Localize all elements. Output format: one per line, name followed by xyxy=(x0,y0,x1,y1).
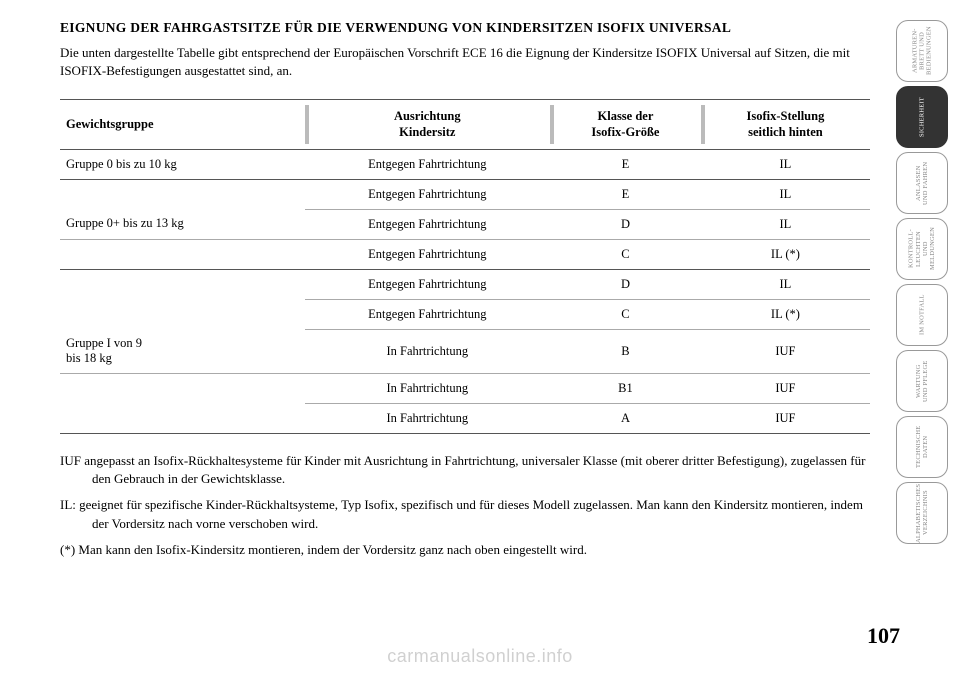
note-star: (*) Man kann den Isofix-Kindersitz monti… xyxy=(60,541,870,559)
page-heading: EIGNUNG DER FAHRGASTSITZE FÜR DIE VERWEN… xyxy=(60,20,870,36)
cell-position: IUF xyxy=(701,404,870,434)
cell-group xyxy=(60,239,305,269)
cell-class: C xyxy=(550,239,701,269)
cell-class: E xyxy=(550,149,701,179)
table-row: Gruppe 0 bis zu 10 kgEntgegen Fahrtricht… xyxy=(60,149,870,179)
header-klasse: Klasse der Isofix-Größe xyxy=(550,100,701,150)
side-tab[interactable]: WARTUNG UND PFLEGE xyxy=(896,350,948,412)
cell-direction: Entgegen Fahrtrichtung xyxy=(305,149,551,179)
table-row: In FahrtrichtungAIUF xyxy=(60,404,870,434)
page-container: EIGNUNG DER FAHRGASTSITZE FÜR DIE VERWEN… xyxy=(0,0,960,677)
intro-paragraph: Die unten dargestellte Tabelle gibt ents… xyxy=(60,44,870,79)
cell-position: IL (*) xyxy=(701,239,870,269)
cell-class: E xyxy=(550,179,701,209)
header-ausrichtung: Ausrichtung Kindersitz xyxy=(305,100,551,150)
cell-position: IL xyxy=(701,269,870,299)
side-tab[interactable]: ANLASSEN UND FAHREN xyxy=(896,152,948,214)
table-row: Entgegen FahrtrichtungCIL (*) xyxy=(60,239,870,269)
side-tab[interactable]: ARMATUREN- BRETT UND BEDIENUNGEN xyxy=(896,20,948,82)
cell-class: B1 xyxy=(550,374,701,404)
table-header-row: Gewichtsgruppe Ausrichtung Kindersitz Kl… xyxy=(60,100,870,150)
cell-position: IL xyxy=(701,149,870,179)
side-tab[interactable]: ALPHABETISCHES VERZEICHNIS xyxy=(896,482,948,544)
cell-position: IL xyxy=(701,179,870,209)
cell-direction: In Fahrtrichtung xyxy=(305,329,551,374)
side-tab[interactable]: TECHNISCHE DATEN xyxy=(896,416,948,478)
isofix-table: Gewichtsgruppe Ausrichtung Kindersitz Kl… xyxy=(60,99,870,434)
cell-group: Gruppe 0+ bis zu 13 kg xyxy=(60,209,305,239)
table-row: Gruppe I von 9bis 18 kgIn FahrtrichtungB… xyxy=(60,329,870,374)
cell-group xyxy=(60,179,305,209)
note-iuf: IUF angepasst an Isofix-Rückhaltesysteme… xyxy=(60,452,870,488)
table-row: Entgegen FahrtrichtungDIL xyxy=(60,269,870,299)
cell-direction: Entgegen Fahrtrichtung xyxy=(305,179,551,209)
header-stellung: Isofix-Stellung seitlich hinten xyxy=(701,100,870,150)
page-number: 107 xyxy=(867,623,900,649)
table-row: Gruppe 0+ bis zu 13 kgEntgegen Fahrtrich… xyxy=(60,209,870,239)
cell-direction: Entgegen Fahrtrichtung xyxy=(305,269,551,299)
cell-group: Gruppe 0 bis zu 10 kg xyxy=(60,149,305,179)
cell-group xyxy=(60,374,305,404)
side-tabs: ARMATUREN- BRETT UND BEDIENUNGENSICHERHE… xyxy=(896,20,948,544)
side-tab[interactable]: KONTROLL- LEUCHTEN UND MELDUNGEN xyxy=(896,218,948,280)
cell-class: D xyxy=(550,209,701,239)
cell-class: D xyxy=(550,269,701,299)
cell-group: Gruppe I von 9bis 18 kg xyxy=(60,329,305,374)
cell-group xyxy=(60,269,305,299)
table-row: Entgegen FahrtrichtungCIL (*) xyxy=(60,299,870,329)
cell-position: IUF xyxy=(701,329,870,374)
cell-direction: In Fahrtrichtung xyxy=(305,374,551,404)
cell-class: A xyxy=(550,404,701,434)
cell-position: IUF xyxy=(701,374,870,404)
table-row: Entgegen FahrtrichtungEIL xyxy=(60,179,870,209)
cell-direction: In Fahrtrichtung xyxy=(305,404,551,434)
cell-direction: Entgegen Fahrtrichtung xyxy=(305,239,551,269)
header-gewichtsgruppe: Gewichtsgruppe xyxy=(60,100,305,150)
cell-direction: Entgegen Fahrtrichtung xyxy=(305,209,551,239)
cell-direction: Entgegen Fahrtrichtung xyxy=(305,299,551,329)
table-row: In FahrtrichtungB1IUF xyxy=(60,374,870,404)
side-tab[interactable]: IM NOTFALL xyxy=(896,284,948,346)
note-il: IL: geeignet für spezifische Kinder-Rück… xyxy=(60,496,870,532)
cell-position: IL xyxy=(701,209,870,239)
cell-position: IL (*) xyxy=(701,299,870,329)
watermark: carmanualsonline.info xyxy=(387,646,573,667)
notes-section: IUF angepasst an Isofix-Rückhaltesysteme… xyxy=(60,452,870,559)
cell-group xyxy=(60,299,305,329)
data-table: Gewichtsgruppe Ausrichtung Kindersitz Kl… xyxy=(60,99,870,434)
cell-group xyxy=(60,404,305,434)
side-tab[interactable]: SICHERHEIT xyxy=(896,86,948,148)
cell-class: C xyxy=(550,299,701,329)
cell-class: B xyxy=(550,329,701,374)
table-body: Gruppe 0 bis zu 10 kgEntgegen Fahrtricht… xyxy=(60,149,870,434)
